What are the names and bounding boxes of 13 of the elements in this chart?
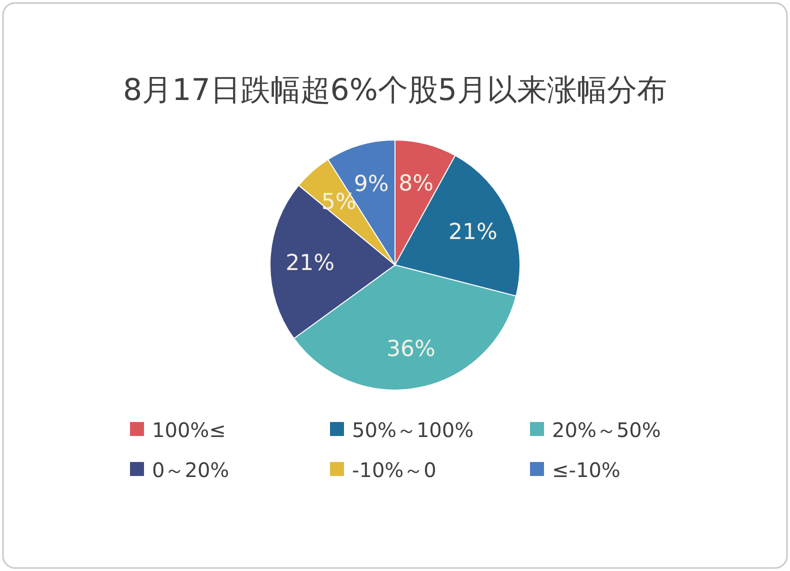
legend-label: 100%≤ xyxy=(152,418,226,442)
data-label: 21% xyxy=(286,251,334,276)
data-label: 5% xyxy=(321,190,356,215)
legend-label: 50%～100% xyxy=(352,418,474,442)
legend-label: 0～20% xyxy=(152,458,230,482)
chart-title: 8月17日跌幅超6%个股5月以来涨幅分布 xyxy=(123,73,667,108)
data-label: 36% xyxy=(386,337,436,362)
legend-label: 20%～50% xyxy=(552,418,661,442)
data-label: 21% xyxy=(448,220,498,245)
data-label: 8% xyxy=(398,171,434,196)
data-label: 9% xyxy=(354,172,389,198)
legend-label: ≤-10% xyxy=(552,458,620,482)
legend-label: -10%～0 xyxy=(352,458,436,482)
